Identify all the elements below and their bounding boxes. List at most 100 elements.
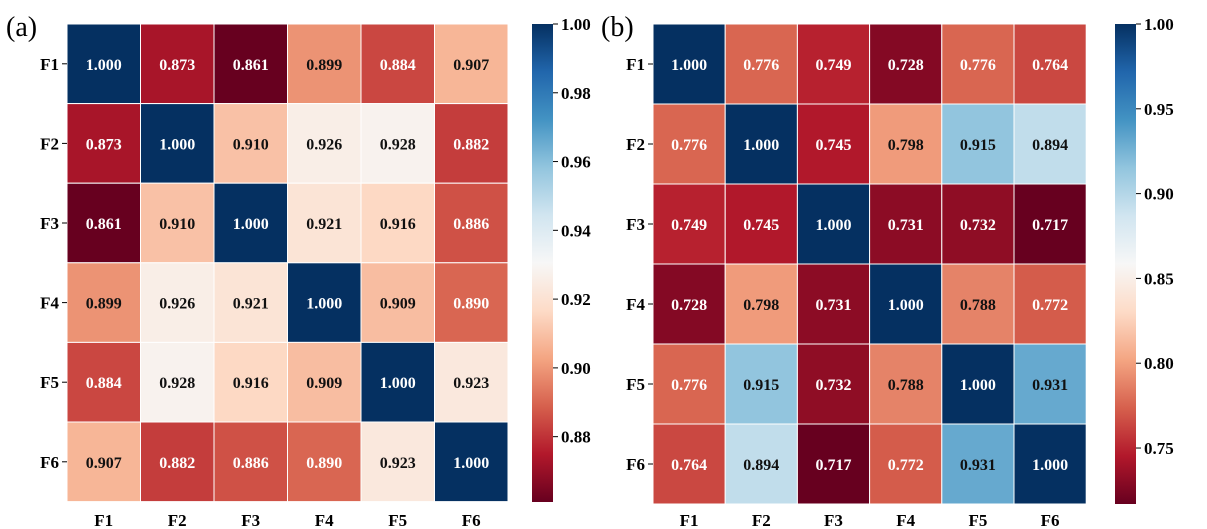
colorbar-tick-label: 1.00 [561,15,591,34]
colorbar-tick-label: 0.75 [1144,439,1174,458]
cell-value-label: 0.916 [380,216,416,233]
heatmap-a-cells: 1.000 0.873 0.861 0.899 0.884 0.907 0.873 1.000… [66,23,509,503]
heatmap-cell [869,23,943,105]
heatmap-a-col-labels: F1 F2 F3 F4 F5 F6 [94,511,480,529]
heatmap-cell [66,182,141,264]
colorbar-tick-label: 0.92 [561,290,591,309]
heatmap-b-row-labels: F1 F2 F3 F4 F5 F6 [626,55,653,474]
cell-value-label: 0.732 [960,217,996,234]
cell-value-label: 1.000 [453,455,489,472]
cell-value-label: 1.000 [671,57,707,74]
cell-value-label: 0.907 [86,455,122,472]
row-tick-label: F6 [40,453,59,472]
heatmap-cell [869,183,943,265]
col-tick-label: F4 [896,511,915,529]
colorbar-tick-label: 0.88 [561,428,591,447]
cell-value-label: 0.886 [233,455,269,472]
colorbar-gradient [1115,24,1136,504]
cell-value-label: 0.931 [960,457,996,474]
heatmap-cell [434,262,509,343]
heatmap-cell [434,23,509,105]
heatmap-cell [287,23,362,105]
cell-value-label: 1.000 [1032,457,1068,474]
cell-value-label: 0.916 [233,375,269,392]
heatmap-cell [434,341,509,423]
cell-value-label: 0.910 [233,136,269,153]
heatmap-cell [652,343,726,425]
cell-value-label: 0.899 [306,57,342,74]
heatmap-b-col-labels: F1 F2 F3 F4 F5 F6 [680,511,1060,529]
cell-value-label: 0.926 [159,296,195,313]
row-tick-label: F4 [40,294,59,313]
heatmap-cell [652,23,726,105]
heatmap-cell [869,423,943,505]
col-tick-label: F1 [680,511,699,529]
heatmap-cell [287,341,362,423]
heatmap-cell [941,103,1015,185]
heatmap-cell [360,341,435,423]
colorbar-tick-label: 0.96 [561,153,591,172]
colorbar-tick-label: 0.80 [1144,354,1174,373]
col-tick-label: F1 [94,511,113,529]
colorbar-b: 1.00 0.95 0.90 0.85 0.80 0.75 [1115,15,1174,504]
heatmap-cell [213,23,288,105]
heatmap-cell [434,103,509,184]
cell-value-label: 0.884 [86,375,122,392]
heatmap-cell [360,23,435,105]
cell-value-label: 0.745 [743,217,779,234]
heatmap-cell [140,103,215,184]
cell-value-label: 1.000 [159,136,195,153]
cell-value-label: 0.910 [159,216,195,233]
cell-value-label: 0.909 [380,296,416,313]
cell-value-label: 0.798 [743,297,779,314]
cell-value-label: 0.926 [306,136,342,153]
col-tick-label: F6 [462,511,481,529]
heatmap-cell [652,103,726,185]
cell-value-label: 0.776 [671,137,707,154]
cell-value-label: 1.000 [380,375,416,392]
heatmap-cell [869,263,943,345]
cell-value-label: 0.731 [816,297,852,314]
cell-value-label: 0.772 [1032,297,1068,314]
cell-value-label: 0.788 [888,377,924,394]
heatmap-cell [652,423,726,505]
cell-value-label: 0.717 [1032,217,1068,234]
heatmap-cell [1013,103,1087,185]
colorbar-tick-label: 0.98 [561,84,591,103]
heatmap-cell [796,423,871,505]
row-tick-label: F6 [626,455,645,474]
cell-value-label: 0.745 [816,137,852,154]
heatmap-cell [287,262,362,343]
row-tick-label: F2 [40,134,59,153]
cell-value-label: 0.894 [743,457,779,474]
col-tick-label: F3 [241,511,260,529]
cell-value-label: 0.798 [888,137,924,154]
heatmap-cell [724,103,798,185]
heatmap-cell [941,343,1015,425]
cell-value-label: 0.776 [960,57,996,74]
cell-value-label: 0.915 [743,377,779,394]
heatmap-cell [66,421,141,503]
col-tick-label: F5 [968,511,987,529]
colorbar-a: 1.00 0.98 0.96 0.94 0.92 0.90 0.88 [532,15,591,502]
cell-value-label: 0.764 [1032,57,1068,74]
heatmap-cell [1013,423,1087,505]
cell-value-label: 0.915 [960,137,996,154]
heatmap-cell [941,183,1015,265]
heatmap-cell [724,423,798,505]
cell-value-label: 0.732 [816,377,852,394]
colorbar-tick-label: 0.94 [561,221,591,240]
cell-value-label: 1.000 [960,377,996,394]
col-tick-label: F3 [824,511,843,529]
cell-value-label: 0.764 [671,457,707,474]
cell-value-label: 0.861 [86,216,122,233]
cell-value-label: 0.873 [86,136,122,153]
colorbar-tick-label: 0.90 [1144,185,1174,204]
cell-value-label: 0.921 [306,216,342,233]
cell-value-label: 0.928 [380,136,416,153]
heatmap-cell [796,343,871,425]
heatmap-cell [796,103,871,185]
colorbar-tick-label: 1.00 [1144,15,1174,34]
